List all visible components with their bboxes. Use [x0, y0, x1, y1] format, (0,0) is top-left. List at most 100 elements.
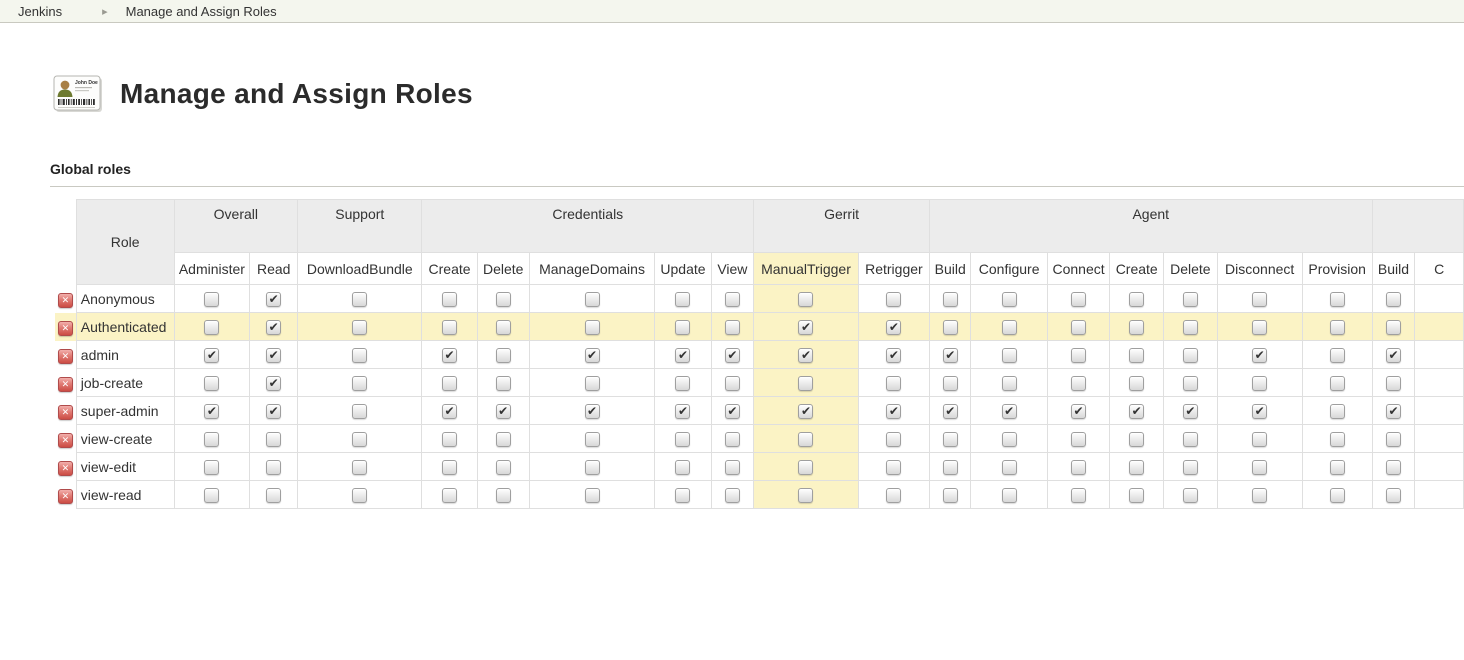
permission-checkbox-checked[interactable]: ✔	[495, 403, 511, 419]
permission-checkbox-unchecked[interactable]	[442, 375, 458, 391]
permission-checkbox-checked[interactable]: ✔	[1252, 347, 1268, 363]
permission-checkbox-unchecked[interactable]	[1252, 375, 1268, 391]
delete-role-button[interactable]: ✕	[57, 460, 73, 476]
permission-checkbox-unchecked[interactable]	[1001, 459, 1017, 475]
permission-checkbox-unchecked[interactable]	[942, 375, 958, 391]
permission-checkbox-checked[interactable]: ✔	[266, 347, 282, 363]
permission-checkbox-unchecked[interactable]	[1329, 375, 1345, 391]
permission-checkbox-unchecked[interactable]	[1329, 291, 1345, 307]
permission-checkbox-unchecked[interactable]	[442, 487, 458, 503]
permission-checkbox-unchecked[interactable]	[1182, 291, 1198, 307]
permission-checkbox-unchecked[interactable]	[798, 291, 814, 307]
permission-checkbox-checked[interactable]: ✔	[1252, 403, 1268, 419]
permission-checkbox-unchecked[interactable]	[1071, 375, 1087, 391]
permission-checkbox-checked[interactable]: ✔	[1129, 403, 1145, 419]
permission-checkbox-unchecked[interactable]	[1182, 319, 1198, 335]
permission-checkbox-checked[interactable]: ✔	[584, 403, 600, 419]
permission-checkbox-unchecked[interactable]	[724, 375, 740, 391]
delete-role-button[interactable]: ✕	[57, 320, 73, 336]
permission-checkbox-unchecked[interactable]	[1329, 487, 1345, 503]
permission-checkbox-unchecked[interactable]	[204, 291, 220, 307]
permission-checkbox-unchecked[interactable]	[675, 487, 691, 503]
permission-checkbox-unchecked[interactable]	[584, 431, 600, 447]
permission-checkbox-unchecked[interactable]	[495, 375, 511, 391]
permission-checkbox-unchecked[interactable]	[1182, 347, 1198, 363]
permission-checkbox-unchecked[interactable]	[204, 459, 220, 475]
permission-checkbox-unchecked[interactable]	[495, 431, 511, 447]
permission-checkbox-unchecked[interactable]	[1129, 487, 1145, 503]
permission-checkbox-unchecked[interactable]	[1252, 431, 1268, 447]
permission-checkbox-unchecked[interactable]	[352, 375, 368, 391]
permission-checkbox-unchecked[interactable]	[442, 431, 458, 447]
permission-checkbox-unchecked[interactable]	[1385, 291, 1401, 307]
permission-checkbox-unchecked[interactable]	[1329, 431, 1345, 447]
permission-checkbox-unchecked[interactable]	[675, 459, 691, 475]
permission-checkbox-checked[interactable]: ✔	[266, 319, 282, 335]
permission-checkbox-unchecked[interactable]	[724, 431, 740, 447]
permission-checkbox-unchecked[interactable]	[1001, 487, 1017, 503]
delete-role-button[interactable]: ✕	[57, 488, 73, 504]
permission-checkbox-unchecked[interactable]	[724, 319, 740, 335]
permission-checkbox-checked[interactable]: ✔	[1001, 403, 1017, 419]
permission-checkbox-unchecked[interactable]	[942, 487, 958, 503]
permission-checkbox-unchecked[interactable]	[1129, 347, 1145, 363]
permission-checkbox-checked[interactable]: ✔	[442, 403, 458, 419]
permission-checkbox-unchecked[interactable]	[1252, 291, 1268, 307]
permission-checkbox-unchecked[interactable]	[1182, 487, 1198, 503]
permission-checkbox-unchecked[interactable]	[442, 319, 458, 335]
permission-checkbox-unchecked[interactable]	[1129, 291, 1145, 307]
permission-checkbox-unchecked[interactable]	[495, 291, 511, 307]
permission-checkbox-checked[interactable]: ✔	[675, 403, 691, 419]
permission-checkbox-unchecked[interactable]	[352, 319, 368, 335]
permission-checkbox-unchecked[interactable]	[886, 291, 902, 307]
permission-checkbox-checked[interactable]: ✔	[886, 319, 902, 335]
permission-checkbox-unchecked[interactable]	[675, 291, 691, 307]
permission-checkbox-unchecked[interactable]	[1001, 291, 1017, 307]
permission-checkbox-unchecked[interactable]	[1329, 403, 1345, 419]
permission-checkbox-unchecked[interactable]	[584, 487, 600, 503]
permission-checkbox-unchecked[interactable]	[352, 459, 368, 475]
permission-checkbox-unchecked[interactable]	[352, 487, 368, 503]
permission-checkbox-checked[interactable]: ✔	[1071, 403, 1087, 419]
breadcrumb-item-jenkins[interactable]: Jenkins	[18, 3, 63, 19]
breadcrumb-item-current[interactable]: Manage and Assign Roles	[125, 3, 277, 19]
permission-checkbox-unchecked[interactable]	[724, 487, 740, 503]
permission-checkbox-unchecked[interactable]	[798, 431, 814, 447]
delete-role-button[interactable]: ✕	[57, 292, 73, 308]
permission-checkbox-unchecked[interactable]	[798, 459, 814, 475]
permission-checkbox-unchecked[interactable]	[352, 403, 368, 419]
delete-role-button[interactable]: ✕	[57, 404, 73, 420]
permission-checkbox-unchecked[interactable]	[495, 347, 511, 363]
permission-checkbox-checked[interactable]: ✔	[942, 347, 958, 363]
permission-checkbox-unchecked[interactable]	[204, 319, 220, 335]
permission-checkbox-unchecked[interactable]	[1385, 431, 1401, 447]
permission-checkbox-unchecked[interactable]	[584, 459, 600, 475]
permission-checkbox-unchecked[interactable]	[724, 459, 740, 475]
permission-checkbox-unchecked[interactable]	[1071, 431, 1087, 447]
permission-checkbox-unchecked[interactable]	[1001, 347, 1017, 363]
permission-checkbox-unchecked[interactable]	[584, 291, 600, 307]
permission-checkbox-unchecked[interactable]	[1252, 487, 1268, 503]
delete-role-button[interactable]: ✕	[57, 432, 73, 448]
permission-checkbox-checked[interactable]: ✔	[798, 319, 814, 335]
permission-checkbox-unchecked[interactable]	[1182, 375, 1198, 391]
permission-checkbox-unchecked[interactable]	[352, 431, 368, 447]
permission-checkbox-checked[interactable]: ✔	[675, 347, 691, 363]
permission-checkbox-checked[interactable]: ✔	[266, 291, 282, 307]
permission-checkbox-unchecked[interactable]	[1252, 459, 1268, 475]
permission-checkbox-unchecked[interactable]	[1071, 347, 1087, 363]
permission-checkbox-checked[interactable]: ✔	[886, 347, 902, 363]
permission-checkbox-unchecked[interactable]	[1385, 459, 1401, 475]
permission-checkbox-unchecked[interactable]	[798, 375, 814, 391]
permission-checkbox-unchecked[interactable]	[886, 375, 902, 391]
delete-role-button[interactable]: ✕	[57, 348, 73, 364]
permission-checkbox-unchecked[interactable]	[442, 459, 458, 475]
permission-checkbox-unchecked[interactable]	[886, 431, 902, 447]
permission-checkbox-unchecked[interactable]	[204, 375, 220, 391]
permission-checkbox-unchecked[interactable]	[1182, 459, 1198, 475]
permission-checkbox-checked[interactable]: ✔	[798, 403, 814, 419]
permission-checkbox-checked[interactable]: ✔	[584, 347, 600, 363]
permission-checkbox-unchecked[interactable]	[1129, 375, 1145, 391]
permission-checkbox-unchecked[interactable]	[1071, 291, 1087, 307]
permission-checkbox-unchecked[interactable]	[495, 487, 511, 503]
